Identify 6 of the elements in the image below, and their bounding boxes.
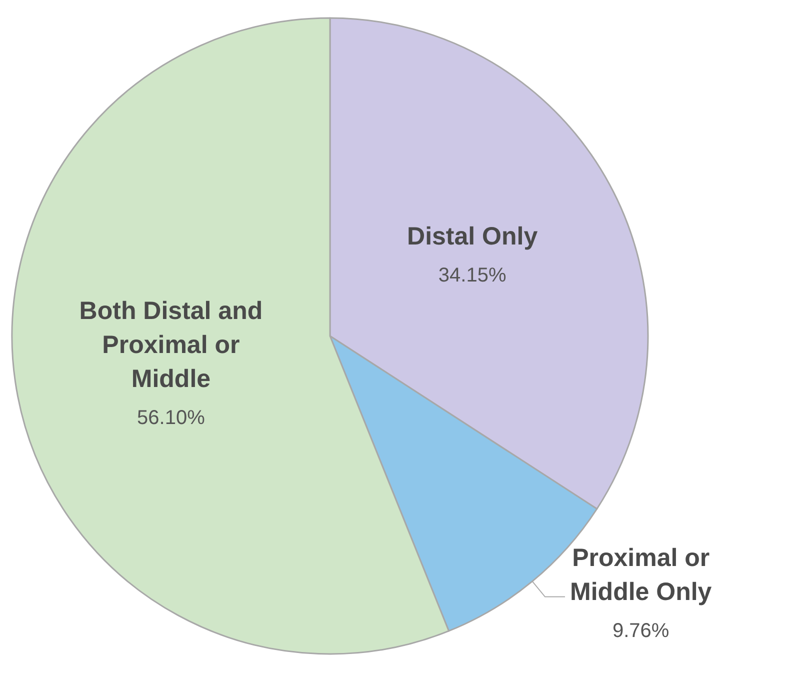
data-label: 34.15% <box>438 264 506 287</box>
data-label: 9.76% <box>612 620 670 642</box>
slice-label: Both Distal and Proximal or Middle <box>79 296 263 393</box>
data-label: 56.10% <box>137 406 206 429</box>
slice-label: Proximal or Middle Only <box>570 544 712 606</box>
slice-label: Distal Only <box>407 222 538 251</box>
